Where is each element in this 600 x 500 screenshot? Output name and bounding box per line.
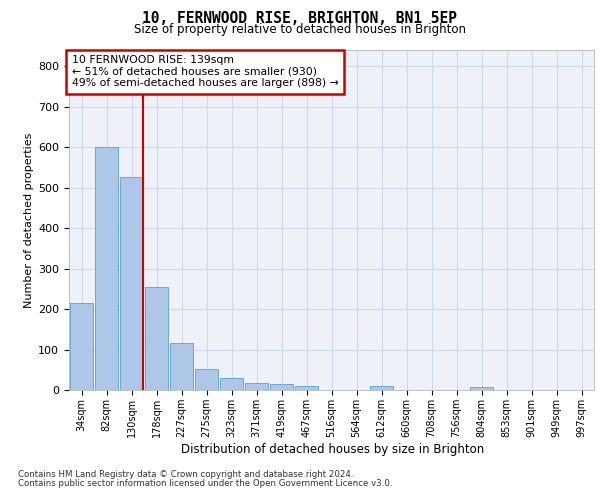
Bar [145,287,168,390]
Bar [70,303,93,390]
Bar [245,382,268,390]
Text: 10, FERNWOOD RISE, BRIGHTON, BN1 5EP: 10, FERNWOOD RISE, BRIGHTON, BN1 5EP [143,11,458,26]
Bar [220,378,243,390]
Text: Contains HM Land Registry data © Crown copyright and database right 2024.: Contains HM Land Registry data © Crown c… [18,470,353,479]
Bar [470,387,493,390]
Bar [295,386,318,390]
Y-axis label: Number of detached properties: Number of detached properties [24,132,34,308]
Bar [170,344,193,390]
Bar [95,147,118,390]
Text: Distribution of detached houses by size in Brighton: Distribution of detached houses by size … [181,442,485,456]
Bar [370,386,393,390]
Bar [195,369,218,390]
Text: 10 FERNWOOD RISE: 139sqm
← 51% of detached houses are smaller (930)
49% of semi-: 10 FERNWOOD RISE: 139sqm ← 51% of detach… [71,55,338,88]
Bar [270,384,293,390]
Bar [120,178,143,390]
Text: Size of property relative to detached houses in Brighton: Size of property relative to detached ho… [134,22,466,36]
Text: Contains public sector information licensed under the Open Government Licence v3: Contains public sector information licen… [18,479,392,488]
